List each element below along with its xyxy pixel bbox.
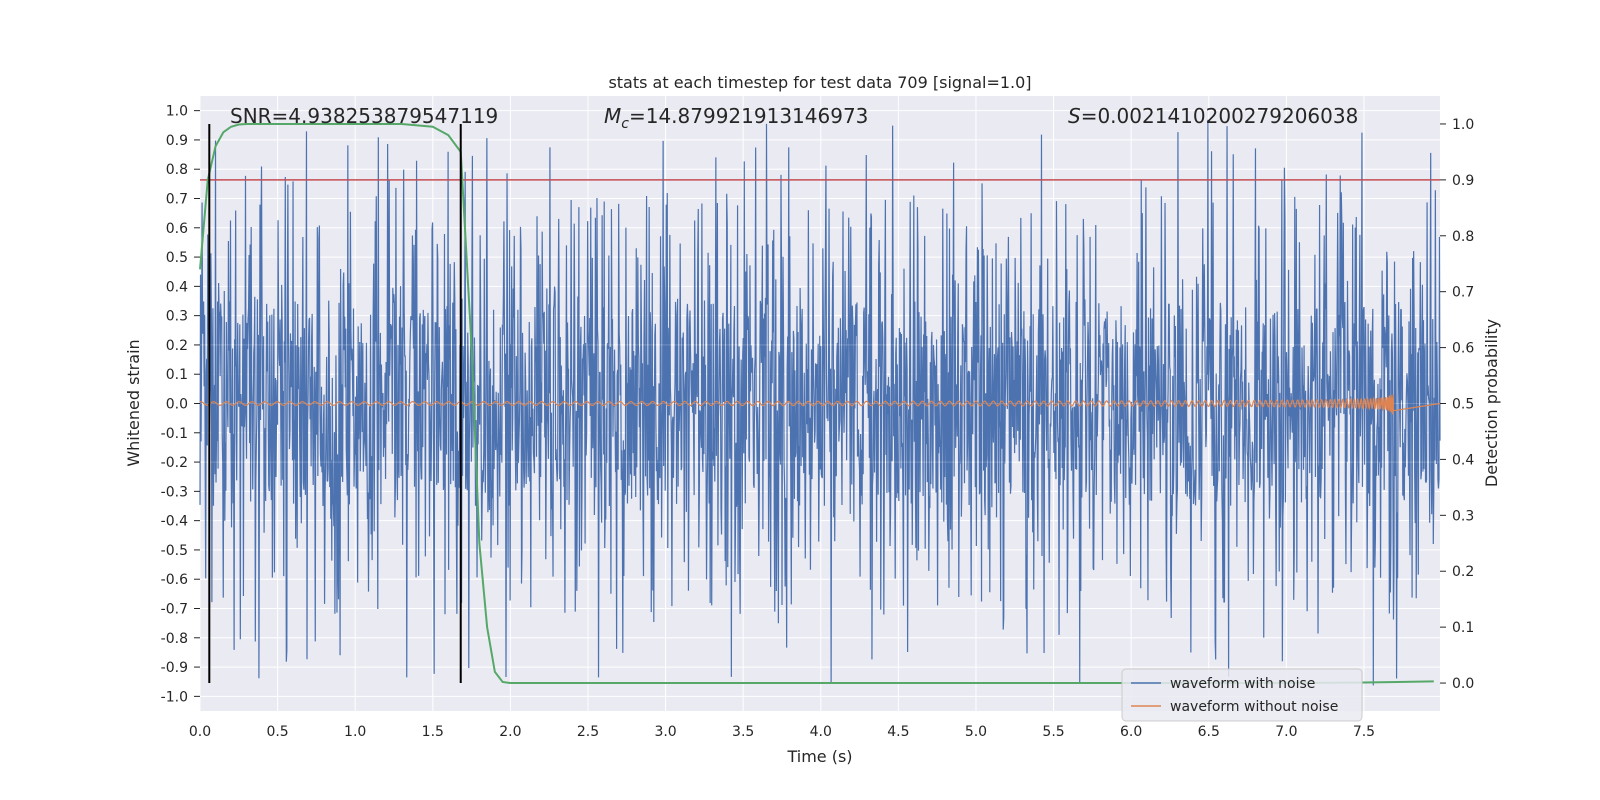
chirp-mass-annotation: Mc=14.879921913146973 [604,104,868,132]
y-tick-label: -0.2 [161,455,188,471]
y-tick-label: 0.3 [166,309,188,325]
right-y-tick-label: 0.0 [1452,676,1474,692]
chart-title: stats at each timestep for test data 709… [608,73,1031,92]
x-tick-label: 4.5 [887,724,909,740]
right-y-tick-label: 0.1 [1452,620,1474,636]
y-tick-label: -0.5 [161,543,188,559]
right-y-tick-label: 0.8 [1452,229,1474,245]
y-tick-label: 0.0 [166,397,188,413]
x-tick-label: 5.5 [1042,724,1064,740]
y-tick-label: -0.3 [161,484,188,500]
x-tick-label: 2.0 [499,724,521,740]
s-symbol: S [1068,104,1081,128]
x-tick-label: 3.5 [732,724,754,740]
overlay-layer [199,122,1440,685]
y-tick-label: 0.1 [166,367,188,383]
chirp-mass-subscript: c [621,116,629,132]
x-tick-label: 1.5 [422,724,444,740]
y-tick-label: -1.0 [161,689,188,705]
snr-annotation: SNR=4.938253879547119 [230,104,498,128]
right-y-tick-label: 0.9 [1452,173,1474,189]
legend: waveform with noise waveform without noi… [1121,668,1363,722]
chirp-mass-symbol: M [604,104,621,128]
y-tick-label: 0.2 [166,338,188,354]
legend-box [1121,668,1363,722]
y-tick-label: -0.4 [161,514,188,530]
y-tick-label: 0.9 [166,133,188,149]
y-tick-label: 0.4 [166,279,188,295]
x-tick-label: 4.0 [810,724,832,740]
chirp-mass-value: =14.879921913146973 [629,104,868,128]
x-tick-label: 1.0 [344,724,366,740]
y-tick-label: -0.9 [161,660,188,676]
right-y-tick-label: 0.2 [1452,564,1474,580]
y-tick-label: 0.6 [166,221,188,237]
x-tick-label: 2.5 [577,724,599,740]
legend-entry-noise: waveform with noise [1170,676,1315,692]
x-tick-label: 0.0 [189,724,211,740]
series-waveform-without-noise [199,394,1441,415]
x-tick-label: 6.5 [1198,724,1220,740]
y-tick-label: -0.1 [161,426,188,442]
x-tick-label: 5.0 [965,724,987,740]
x-tick-label: 7.5 [1353,724,1375,740]
x-axis-label: Time (s) [786,747,852,766]
right-y-tick-label: 0.7 [1452,285,1474,301]
x-tick-label: 7.0 [1275,724,1297,740]
right-y-tick-label: 0.3 [1452,508,1474,524]
y-tick-label: 0.8 [166,162,188,178]
s-value: =0.0021410200279206038 [1081,104,1359,128]
x-tick-label: 6.0 [1120,724,1142,740]
y-tick-label: 0.5 [166,250,188,266]
y-tick-label: -0.7 [161,602,188,618]
y-tick-label: 1.0 [166,104,188,120]
right-y-axis-label: Detection probability [1482,319,1501,487]
x-tick-label: 0.5 [266,724,288,740]
right-y-tick-label: 0.4 [1452,452,1474,468]
s-annotation: S=0.0021410200279206038 [1068,104,1358,128]
right-y-tick-label: 1.0 [1452,117,1474,133]
legend-entry-clean: waveform without noise [1170,699,1338,715]
y-tick-label: -0.6 [161,572,188,588]
series-detection-probability [199,122,1434,685]
right-y-tick-label: 0.6 [1452,341,1474,357]
y-tick-label: -0.8 [161,631,188,647]
y-tick-label: 0.7 [166,192,188,208]
right-y-tick-label: 0.5 [1452,397,1474,413]
y-axis-label: Whitened strain [124,339,143,466]
ticks: 0.0 0.5 1.0 1.5 2.0 2.5 3.0 3.5 4.0 4.5 5.0 5.5 6.0 6… [161,104,1475,740]
series-layer [199,119,1441,686]
x-tick-label: 3.0 [654,724,676,740]
